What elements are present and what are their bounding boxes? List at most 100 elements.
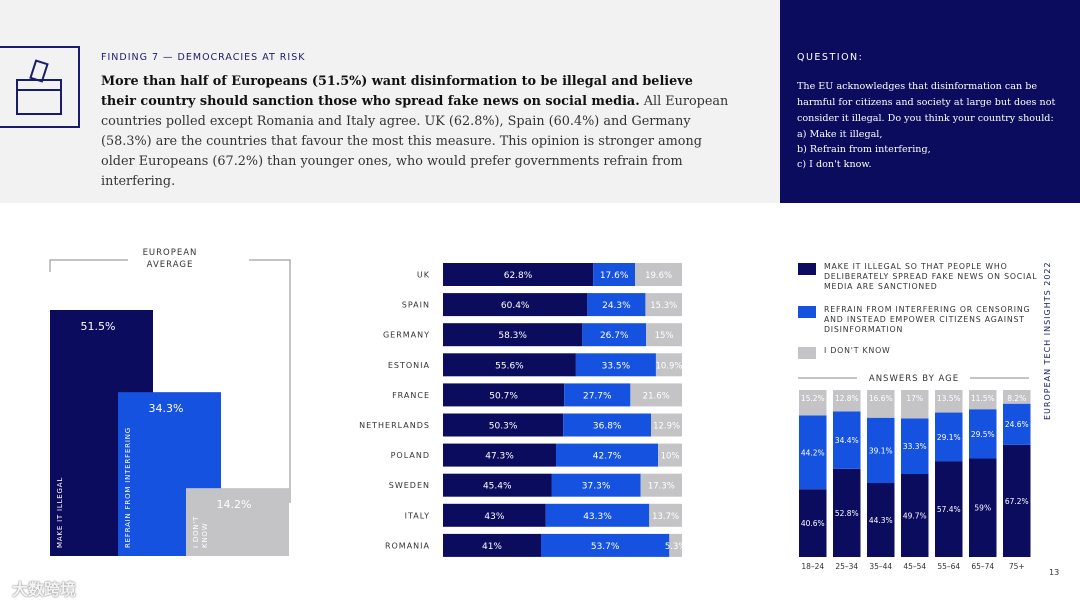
country-value-illegal: 45.4% xyxy=(483,482,512,492)
country-chart: UK 62.8% 17.6% 19.6% SPAIN 60.4% 24.3% 15.3% GER… xyxy=(359,263,686,557)
country-value-refrain: 36.8% xyxy=(593,422,622,432)
age-chart: ANSWERS BY AGE 40.6% 44.2% 15.2% 18–24 52.8%… xyxy=(798,374,1031,571)
country-label: POLAND xyxy=(391,451,430,460)
country-bar-dontknow xyxy=(645,293,682,317)
age-bar-dontknow xyxy=(799,390,827,416)
side-publication-title: EUROPEAN TECH INSIGHTS 2022 xyxy=(1043,261,1052,420)
age-value-illegal: 67.2% xyxy=(1005,497,1029,506)
country-value-refrain: 26.7% xyxy=(600,331,629,341)
age-bar-dontknow xyxy=(935,390,963,413)
age-bar-dontknow xyxy=(833,390,861,412)
average-chart-title: EUROPEAN AVERAGE xyxy=(143,248,198,270)
legend-swatch-illegal xyxy=(798,263,816,275)
age-value-illegal: 57.4% xyxy=(937,505,961,514)
age-label: 18–24 xyxy=(801,562,824,571)
age-value-dontknow: 12.8% xyxy=(835,394,859,403)
age-bar-illegal xyxy=(799,489,827,557)
age-bar-illegal xyxy=(935,461,963,557)
country-label: ITALY xyxy=(405,511,430,520)
header-panel xyxy=(0,0,780,203)
legend-refrain: REFRAIN FROM INTERFERING OR CENSORING AN… xyxy=(798,305,1039,335)
country-value-dontknow: 13.7% xyxy=(652,512,679,522)
age-bar-refrain xyxy=(901,418,929,475)
country-value-refrain: 53.7% xyxy=(591,542,620,552)
age-label: 75+ xyxy=(1009,562,1025,571)
age-chart-title: ANSWERS BY AGE xyxy=(869,374,959,384)
legend-swatch-dontknow xyxy=(798,347,816,359)
age-label: 25–34 xyxy=(835,562,858,571)
european-average-chart: EUROPEAN AVERAGE 51.5% MAKE IT ILLEGAL 34.3… xyxy=(49,248,291,556)
country-value-dontknow: 15.3% xyxy=(650,301,677,311)
question-option-a: a) Make it illegal, xyxy=(797,129,883,140)
age-bar-refrain xyxy=(969,409,997,459)
age-value-refrain: 29.5% xyxy=(971,430,995,439)
question-option-c: c) I don't know. xyxy=(797,159,872,170)
age-value-illegal: 52.8% xyxy=(835,509,859,518)
age-value-illegal: 49.7% xyxy=(903,512,927,521)
country-value-refrain: 27.7% xyxy=(583,391,612,401)
age-bar-dontknow xyxy=(901,390,929,419)
country-bar-illegal xyxy=(443,353,576,377)
legend-label-illegal: MAKE IT ILLEGAL SO THAT PEOPLE WHO DELIB… xyxy=(824,262,1038,291)
age-value-dontknow: 15.2% xyxy=(801,394,825,403)
legend-label-refrain: REFRAIN FROM INTERFERING OR CENSORING AN… xyxy=(824,305,1031,334)
country-label: ESTONIA xyxy=(388,361,430,370)
country-value-dontknow: 21.6% xyxy=(643,391,670,401)
country-label: ROMANIA xyxy=(385,541,430,550)
average-bar-dontknow xyxy=(186,488,289,556)
country-bar-illegal xyxy=(443,383,565,407)
country-value-illegal: 43% xyxy=(484,512,504,522)
lead-rest: All European countries polled except Rom… xyxy=(101,94,729,189)
age-bar-dontknow xyxy=(969,390,997,410)
country-bar-dontknow xyxy=(651,413,682,437)
age-value-refrain: 29.1% xyxy=(937,433,961,442)
country-bar-refrain xyxy=(563,413,652,437)
age-value-illegal: 40.6% xyxy=(801,519,825,528)
average-bracket xyxy=(49,259,291,503)
question-option-b: b) Refrain from interfering, xyxy=(797,144,931,155)
country-bar-refrain xyxy=(582,323,647,347)
country-value-dontknow: 19.6% xyxy=(645,271,672,281)
country-bar-illegal xyxy=(443,473,552,497)
country-bar-refrain xyxy=(575,353,656,377)
age-value-dontknow: 13.5% xyxy=(937,394,961,403)
country-bar-dontknow xyxy=(630,383,682,407)
age-value-dontknow: 16.6% xyxy=(869,394,893,403)
age-value-illegal: 59% xyxy=(974,504,991,513)
country-value-refrain: 24.3% xyxy=(602,301,631,311)
watermark-logo: 大数跨境 xyxy=(12,580,77,599)
age-value-dontknow: 17% xyxy=(906,394,923,403)
country-value-refrain: 43.3% xyxy=(583,512,612,522)
country-bar-illegal xyxy=(443,263,594,286)
country-bar-dontknow xyxy=(658,443,682,467)
country-value-illegal: 50.7% xyxy=(489,391,518,401)
country-value-illegal: 58.3% xyxy=(498,331,527,341)
age-bar-illegal xyxy=(969,458,997,557)
country-bar-refrain xyxy=(564,383,631,407)
age-bar-refrain xyxy=(1003,403,1031,445)
country-label: UK xyxy=(417,271,430,280)
country-bar-dontknow xyxy=(635,263,682,286)
country-value-refrain: 33.5% xyxy=(602,361,631,371)
legend-dontknow: I DON'T KNOW xyxy=(798,346,1039,359)
country-bar-refrain xyxy=(551,473,641,497)
age-value-refrain: 34.4% xyxy=(835,436,859,445)
country-bar-dontknow xyxy=(655,353,682,377)
page-number: 13 xyxy=(1049,568,1060,577)
country-bar-dontknow xyxy=(649,503,682,527)
country-bar-illegal xyxy=(443,443,557,467)
average-label-illegal: MAKE IT ILLEGAL xyxy=(56,477,64,548)
lead-bold: More than half of Europeans (51.5%) want… xyxy=(101,74,693,109)
country-bar-refrain xyxy=(556,443,659,467)
country-value-refrain: 42.7% xyxy=(593,452,622,462)
country-value-dontknow: 17.3% xyxy=(648,482,675,492)
age-value-refrain: 24.6% xyxy=(1005,420,1029,429)
ballot-box-icon-svg xyxy=(16,59,62,115)
finding-label: FINDING 7 — DEMOCRACIES AT RISK xyxy=(101,52,306,63)
country-value-refrain: 17.6% xyxy=(600,271,629,281)
country-value-dontknow: 12.9% xyxy=(653,422,680,432)
country-bar-refrain xyxy=(540,533,670,557)
country-label: SWEDEN xyxy=(389,481,430,490)
country-value-illegal: 60.4% xyxy=(501,301,530,311)
country-bar-illegal xyxy=(443,503,546,527)
